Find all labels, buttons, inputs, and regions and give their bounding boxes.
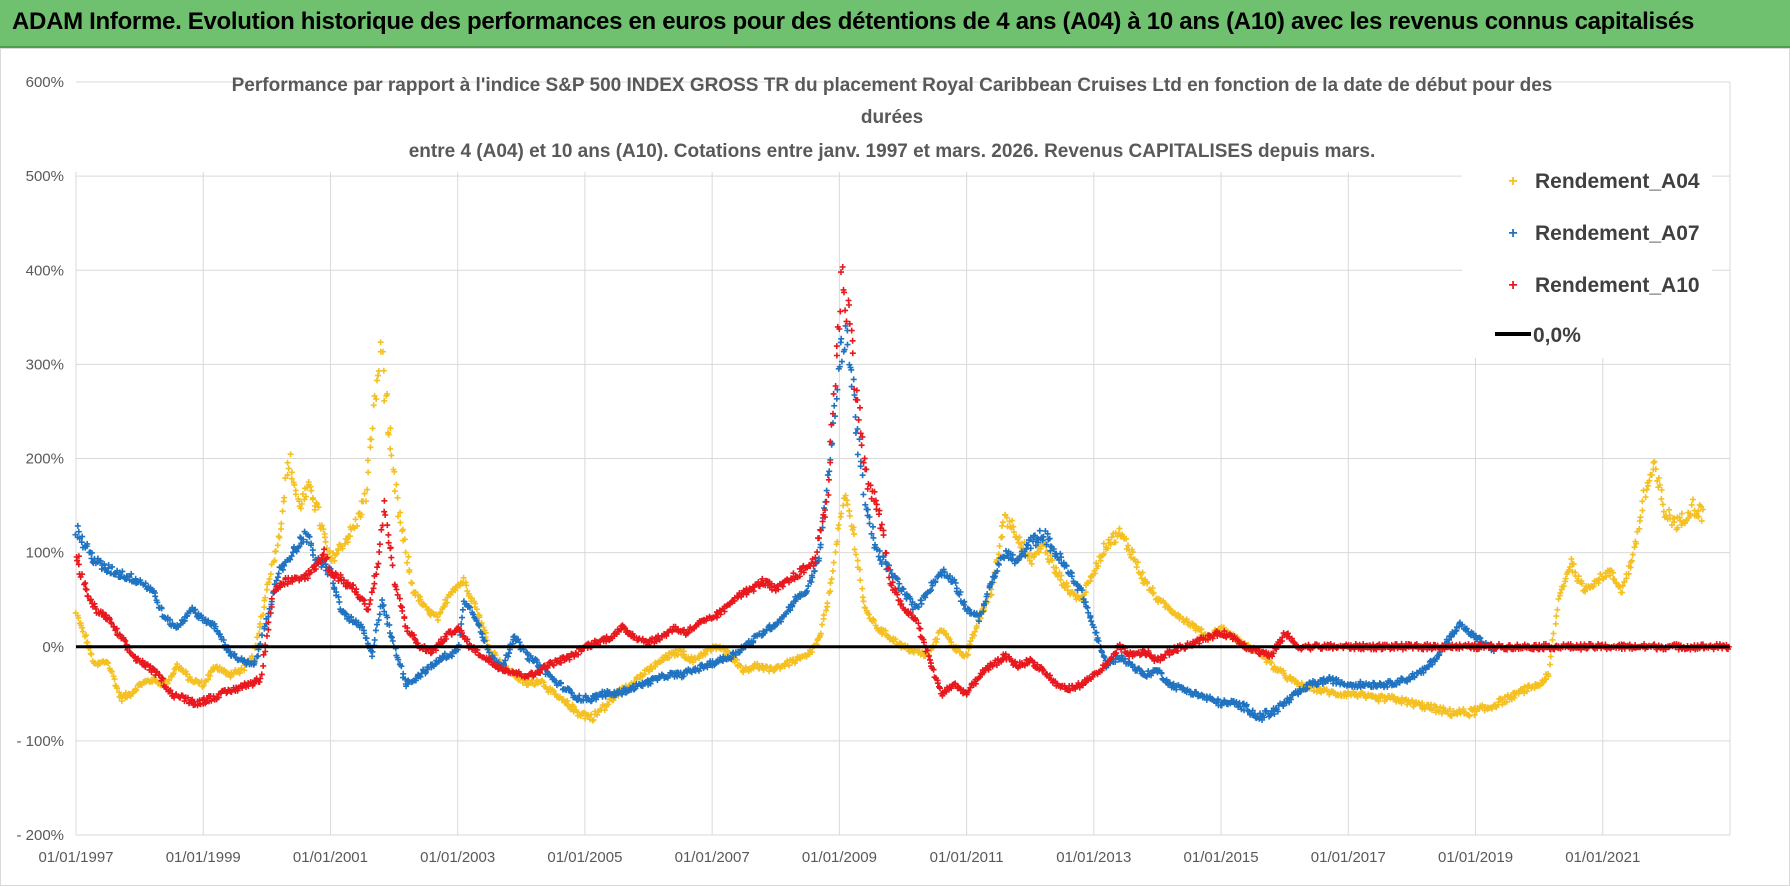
chart-title-line-2: durées bbox=[861, 107, 923, 128]
x-tick-label: 01/01/2011 bbox=[930, 849, 1004, 866]
series-markers-Rendement_A10 bbox=[73, 264, 1732, 709]
banner-title: ADAM Informe. Evolution historique des p… bbox=[12, 8, 1695, 35]
y-axis-ticks: 600% 500% 400% 300% 200% 100% 0% - 100% - 200% bbox=[16, 74, 64, 844]
y-tick-label: 500% bbox=[26, 168, 64, 185]
x-tick-label: 01/01/1997 bbox=[38, 849, 113, 866]
x-tick-label: 01/01/1999 bbox=[166, 849, 241, 866]
series-markers-Rendement_A04 bbox=[72, 339, 1706, 724]
chart-title: Performance par rapport à l'indice S&P 5… bbox=[232, 75, 1553, 162]
x-axis-ticks: 01/01/1997 01/01/1999 01/01/2001 01/01/2003… bbox=[38, 849, 1640, 866]
legend-label-zero: 0,0% bbox=[1533, 324, 1581, 347]
y-tick-label: 0% bbox=[42, 639, 64, 656]
x-tick-label: 01/01/2021 bbox=[1565, 849, 1640, 866]
x-tick-label: 01/01/2001 bbox=[293, 849, 368, 866]
legend-marker-a04: + bbox=[1508, 173, 1517, 190]
series-markers-Rendement_A07 bbox=[72, 322, 1497, 723]
x-tick-label: 01/01/2017 bbox=[1311, 849, 1386, 866]
y-tick-label: 100% bbox=[26, 545, 64, 562]
y-tick-label: - 100% bbox=[16, 733, 64, 750]
legend-label-a04: Rendement_A04 bbox=[1535, 170, 1700, 193]
chart-title-line-3: entre 4 (A04) et 10 ans (A10). Cotations… bbox=[409, 141, 1376, 162]
y-tick-label: 600% bbox=[26, 74, 64, 91]
y-tick-label: 200% bbox=[26, 451, 64, 468]
legend-marker-a07: + bbox=[1508, 225, 1517, 242]
legend-label-a10: Rendement_A10 bbox=[1535, 274, 1700, 297]
legend-background bbox=[1462, 158, 1712, 358]
y-tick-label: - 200% bbox=[16, 827, 64, 844]
x-tick-label: 01/01/2003 bbox=[420, 849, 495, 866]
x-tick-label: 01/01/2005 bbox=[547, 849, 622, 866]
x-tick-label: 01/01/2013 bbox=[1056, 849, 1131, 866]
x-tick-label: 01/01/2015 bbox=[1184, 849, 1259, 866]
series-Rendement_A07 bbox=[72, 322, 1497, 723]
series-Rendement_A04 bbox=[72, 339, 1706, 724]
y-tick-label: 300% bbox=[26, 356, 64, 373]
y-tick-label: 400% bbox=[26, 262, 64, 279]
x-tick-label: 01/01/2019 bbox=[1438, 849, 1513, 866]
legend-marker-a10: + bbox=[1508, 277, 1517, 294]
x-tick-label: 01/01/2009 bbox=[802, 849, 877, 866]
series-Rendement_A10 bbox=[73, 264, 1732, 709]
chart-legend: + Rendement_A04 + Rendement_A07 + Rendem… bbox=[1462, 158, 1712, 358]
legend-label-a07: Rendement_A07 bbox=[1535, 222, 1700, 245]
x-tick-label: 01/01/2007 bbox=[675, 849, 750, 866]
series-layer bbox=[72, 264, 1732, 724]
chart-title-line-1: Performance par rapport à l'indice S&P 5… bbox=[232, 75, 1553, 96]
report-banner: ADAM Informe. Evolution historique des p… bbox=[0, 0, 1790, 48]
